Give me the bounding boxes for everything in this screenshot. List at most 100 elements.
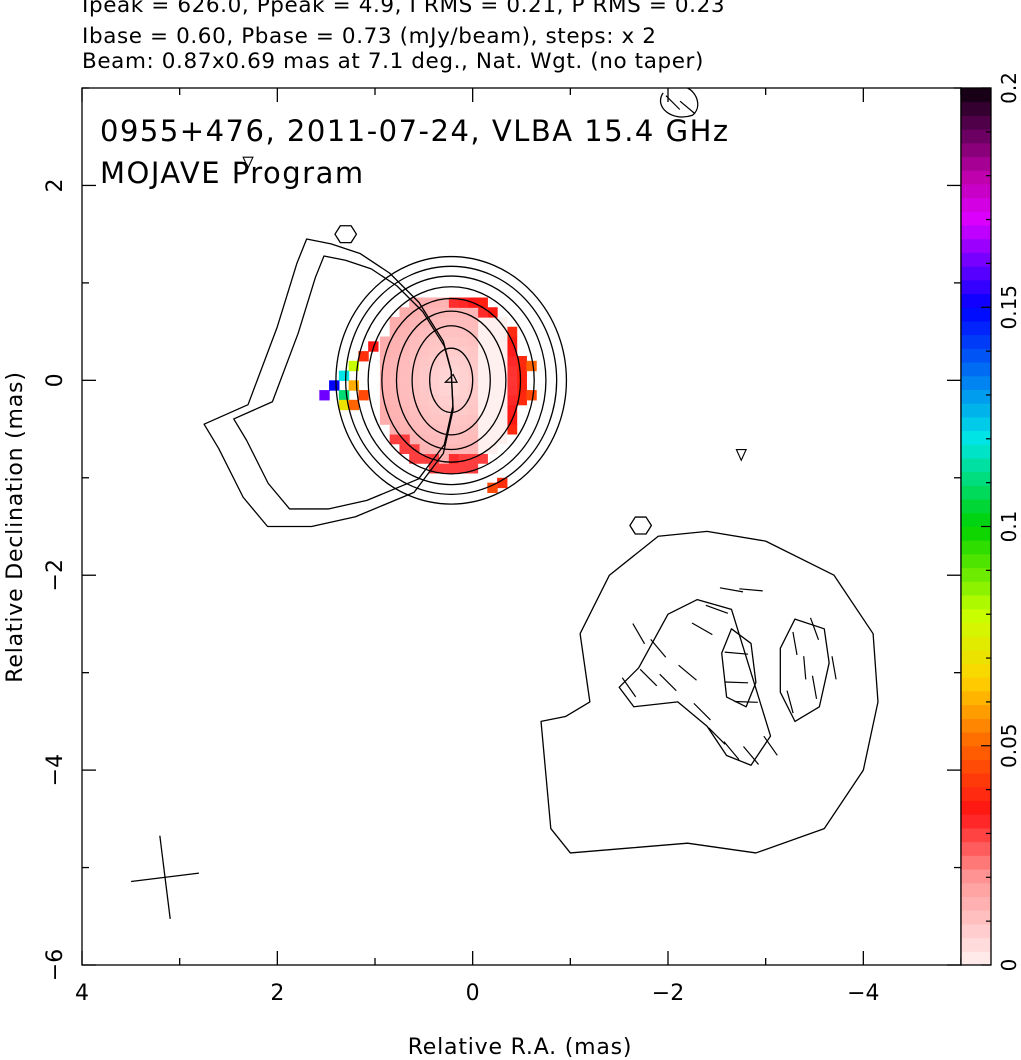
colorbar-band [961,512,991,527]
colorbar-band [961,471,991,486]
pol-pixel [448,326,459,338]
colorbar-band [961,663,991,678]
pol-pixel [379,375,391,386]
colorbar-band [961,732,991,747]
colorbar-band [961,882,991,897]
pol-pixel [348,399,359,411]
pol-pixel [409,424,420,435]
pol-pixel [497,477,508,489]
pol-pixel [399,346,410,357]
pol-pixel [458,414,469,425]
evpa-vector [803,656,807,680]
evpa-vector [786,690,794,714]
colorbar-band [961,636,991,651]
evpa-vector [679,100,696,115]
map-layer [131,87,879,919]
evpa-vector [811,675,818,699]
colorbar-band [961,416,991,432]
evpa-vector [724,681,749,684]
colorbar-band [961,745,991,760]
pol-pixel [487,385,498,396]
colorbar-band [961,266,991,281]
pol-pixel [448,316,459,328]
pol-pixel [448,385,459,396]
evpa-vector [734,700,758,703]
colorbar-band [961,252,991,267]
pol-pixel [506,365,518,377]
pol-pixel [516,394,527,406]
intensity-contour [721,628,757,708]
pol-pixel [418,355,430,367]
pol-pixel [458,336,469,347]
pol-pixel [438,316,449,328]
pol-pixel [399,443,410,455]
colorbar-band [961,115,991,130]
pol-pixel [358,351,369,362]
evpa-vector [724,651,749,655]
pol-pixel [418,404,430,416]
pol-pixel [516,365,527,377]
pol-pixel [389,414,401,425]
pol-pixel [448,433,459,445]
pol-pixel [497,336,508,347]
noise-contour [735,448,747,462]
x-tick-label: 4 [75,981,89,1006]
colorbar-band [961,444,991,459]
pol-pixel [379,404,391,416]
pol-pixel [448,375,459,386]
intensity-contour [540,530,879,854]
colorbar-tick-label: 0.15 [997,285,1021,330]
pol-pixel [506,346,518,357]
pol-pixel [467,326,479,338]
pol-pixel [467,463,479,474]
pol-pixel [458,453,469,464]
pol-pixel [487,424,498,435]
colorbar-band [961,88,991,103]
pol-pixel [389,316,401,328]
evpa-vector [831,656,837,680]
chart-title: 0955+476, 2011-07-24, VLBA 15.4 GHz [100,114,730,148]
pol-pixel [487,365,498,377]
pol-pixel [477,433,488,445]
x-axis-label: Relative R.A. (mas) [408,1035,633,1060]
colorbar-band [961,595,991,610]
pol-pixel [338,370,350,381]
colorbar-band [961,718,991,733]
pol-pixel [487,326,498,338]
evpa-vector [723,741,740,760]
evpa-vector [691,622,713,636]
colorbar-band [961,896,991,911]
evpa-vector [743,746,760,765]
pol-pixel [506,424,518,435]
colorbar-band [961,608,991,623]
colorbar-band [961,293,991,308]
pol-pixel [487,394,498,406]
evpa-vector [693,702,711,721]
colorbar-band [961,320,991,336]
pol-pixel [399,385,410,396]
colorbar-band [961,800,991,815]
pol-pixel [438,424,449,435]
x-tick-label: 2 [270,981,284,1006]
pol-pixel [467,355,479,367]
pol-pixel [458,424,469,435]
pol-pixel [477,297,488,308]
pol-pixel [448,307,459,318]
colorbar-band [961,690,991,706]
pol-pixel [379,385,391,396]
colorbar-tick-label: 0.05 [997,723,1021,768]
colorbar-band [961,869,991,884]
pol-pixel [448,414,459,425]
pol-pixel [477,375,488,386]
pol-pixel [477,346,488,357]
pol-pixel [477,336,488,347]
pol-pixel [497,394,508,406]
pol-pixel [467,316,479,328]
pol-pixel [477,443,488,455]
pol-pixel [428,443,440,455]
pol-pixel [338,390,350,401]
pol-pixel [477,326,488,338]
y-tick-label: −6 [43,949,68,981]
pol-pixel [458,385,469,396]
